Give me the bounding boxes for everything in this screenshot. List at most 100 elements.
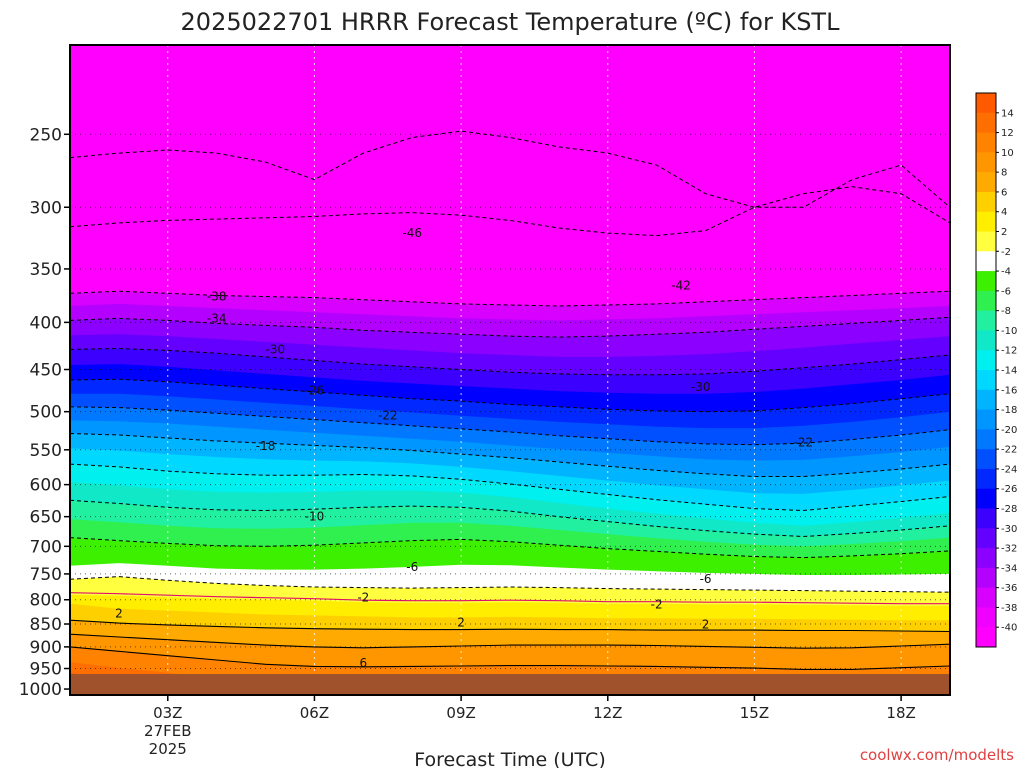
freezing-line (70, 592, 950, 605)
isotherm-solid (70, 646, 950, 670)
colorbar-label: 12 (1001, 128, 1014, 139)
pressure-tick-label: 450 (30, 361, 62, 381)
colorbar-swatch (976, 528, 996, 549)
year-label: 2025 (149, 740, 187, 758)
colorbar-swatch (976, 251, 996, 272)
colorbar-label: 4 (1001, 207, 1007, 218)
pressure-axis: 250 300 350 400 450 500 550 600 650 700 750 800 850 9… (19, 125, 70, 700)
colorbar-label: -22 (1001, 445, 1017, 456)
pressure-tick-label: 350 (30, 260, 62, 280)
colorbar-label: -32 (1001, 544, 1017, 555)
colorbar-swatch (976, 607, 996, 628)
colorbar-swatch (976, 370, 996, 391)
isotherm-dashed (70, 130, 950, 208)
time-tick-label: 12Z (593, 704, 622, 722)
colorbar-swatch (976, 567, 996, 589)
pressure-tick-label: 250 (30, 125, 62, 145)
colorbar-swatch (976, 93, 996, 114)
isotherm-label: -2 (651, 598, 663, 612)
colorbar-swatch (976, 409, 996, 430)
isotherm-label: -30 (691, 380, 711, 394)
colorbar-swatch (976, 231, 996, 252)
isotherm-label: -42 (671, 279, 691, 293)
colorbar-swatch (976, 587, 996, 608)
pressure-tick-label: 600 (30, 476, 62, 496)
colorbar-swatch (976, 310, 996, 331)
pressure-tick-label: 700 (30, 537, 62, 557)
isotherm-lines (70, 130, 950, 670)
colorbar-swatch (976, 449, 996, 470)
isotherm-label: -46 (402, 226, 422, 240)
pressure-tick-label: 900 (30, 638, 62, 658)
time-tick-label: 03Z (153, 704, 182, 722)
pressure-tick-label: 950 (30, 660, 62, 680)
colorbar-label: -16 (1001, 385, 1017, 396)
colorbar-swatch (976, 508, 996, 529)
colorbar-label: -28 (1001, 504, 1017, 515)
date-label: 27FEB (144, 722, 191, 740)
colorbar-swatch (976, 627, 996, 648)
colorbar-swatch (976, 132, 996, 153)
isotherm-dashed (70, 576, 950, 593)
colorbar-swatch (976, 548, 996, 569)
colorbar-label: -14 (1001, 366, 1017, 377)
isotherm-label: -6 (406, 560, 418, 574)
isotherm-label: -22 (794, 435, 814, 449)
isotherm-label: 6 (360, 656, 368, 670)
isotherm-solid (70, 633, 950, 649)
colorbar-swatch (976, 211, 996, 232)
ground-below-surface (70, 674, 950, 695)
isotherm-label: 2 (115, 607, 123, 621)
colorbar-label: -18 (1001, 405, 1017, 416)
colorbar-swatch (976, 389, 996, 411)
isotherm-dashed (70, 463, 950, 512)
time-tick-label: 15Z (740, 704, 769, 722)
colorbar-label: -38 (1001, 603, 1017, 614)
plot-area: -46-42-38-34-30-30-26-22-22-18-10-6-62-2… (69, 44, 951, 696)
colorbar-swatch (976, 429, 996, 450)
colorbar-swatch (976, 350, 996, 371)
colorbar-label: 14 (1001, 108, 1014, 119)
colorbar-label: -36 (1001, 583, 1017, 594)
isotherm-label: -26 (305, 383, 325, 397)
colorbar-label: -34 (1001, 563, 1017, 574)
colorbar-swatch (976, 290, 996, 312)
isotherm-label: -38 (207, 290, 227, 304)
isotherm-solid (70, 619, 950, 633)
colorbar-label: -40 (1001, 623, 1017, 634)
colorbar-label: -10 (1001, 326, 1017, 337)
isotherm-dashed (70, 186, 950, 237)
isotherm-label: -34 (207, 311, 227, 325)
colorbar-swatch (976, 191, 996, 213)
colorbar-label: -24 (1001, 464, 1017, 475)
colorbar: 14 12 10 8 6 4 2 -2 -4 -6 -8 -10 -12 -14 -16 -18 -20 -22 -… (975, 92, 1017, 648)
chart-title: 2025022701 HRRR Forecast Temperature (ºC… (181, 8, 841, 36)
x-axis-label: Forecast Time (UTC) (414, 749, 605, 768)
pressure-tick-label: 500 (30, 403, 62, 423)
isotherm-label: -30 (266, 342, 286, 356)
time-tick-label: 09Z (446, 704, 475, 722)
pressure-tick-label: 650 (30, 508, 62, 528)
colorbar-swatch (976, 152, 996, 173)
colorbar-label: 10 (1001, 148, 1014, 159)
colorbar-swatch (976, 468, 996, 490)
colorbar-swatch (976, 488, 996, 509)
colorbar-label: -26 (1001, 484, 1017, 495)
colorbar-swatch (976, 271, 996, 292)
isotherm-label: -6 (700, 572, 712, 586)
temperature-band (70, 45, 950, 306)
colorbar-label: 6 (1001, 187, 1007, 198)
time-tick-label: 18Z (886, 704, 915, 722)
credit-link[interactable]: coolwx.com/modelts (860, 746, 1014, 764)
isotherm-label: -18 (256, 439, 276, 453)
pressure-tick-label: 750 (30, 565, 62, 585)
isotherm-label: 2 (702, 617, 710, 631)
time-tick-label: 06Z (300, 704, 329, 722)
pressure-tick-label: 1000 (19, 680, 62, 700)
colorbar-swatch (976, 330, 996, 351)
isotherm-label: -2 (357, 591, 369, 605)
isotherm-label: -10 (305, 510, 325, 524)
pressure-tick-label: 800 (30, 591, 62, 611)
